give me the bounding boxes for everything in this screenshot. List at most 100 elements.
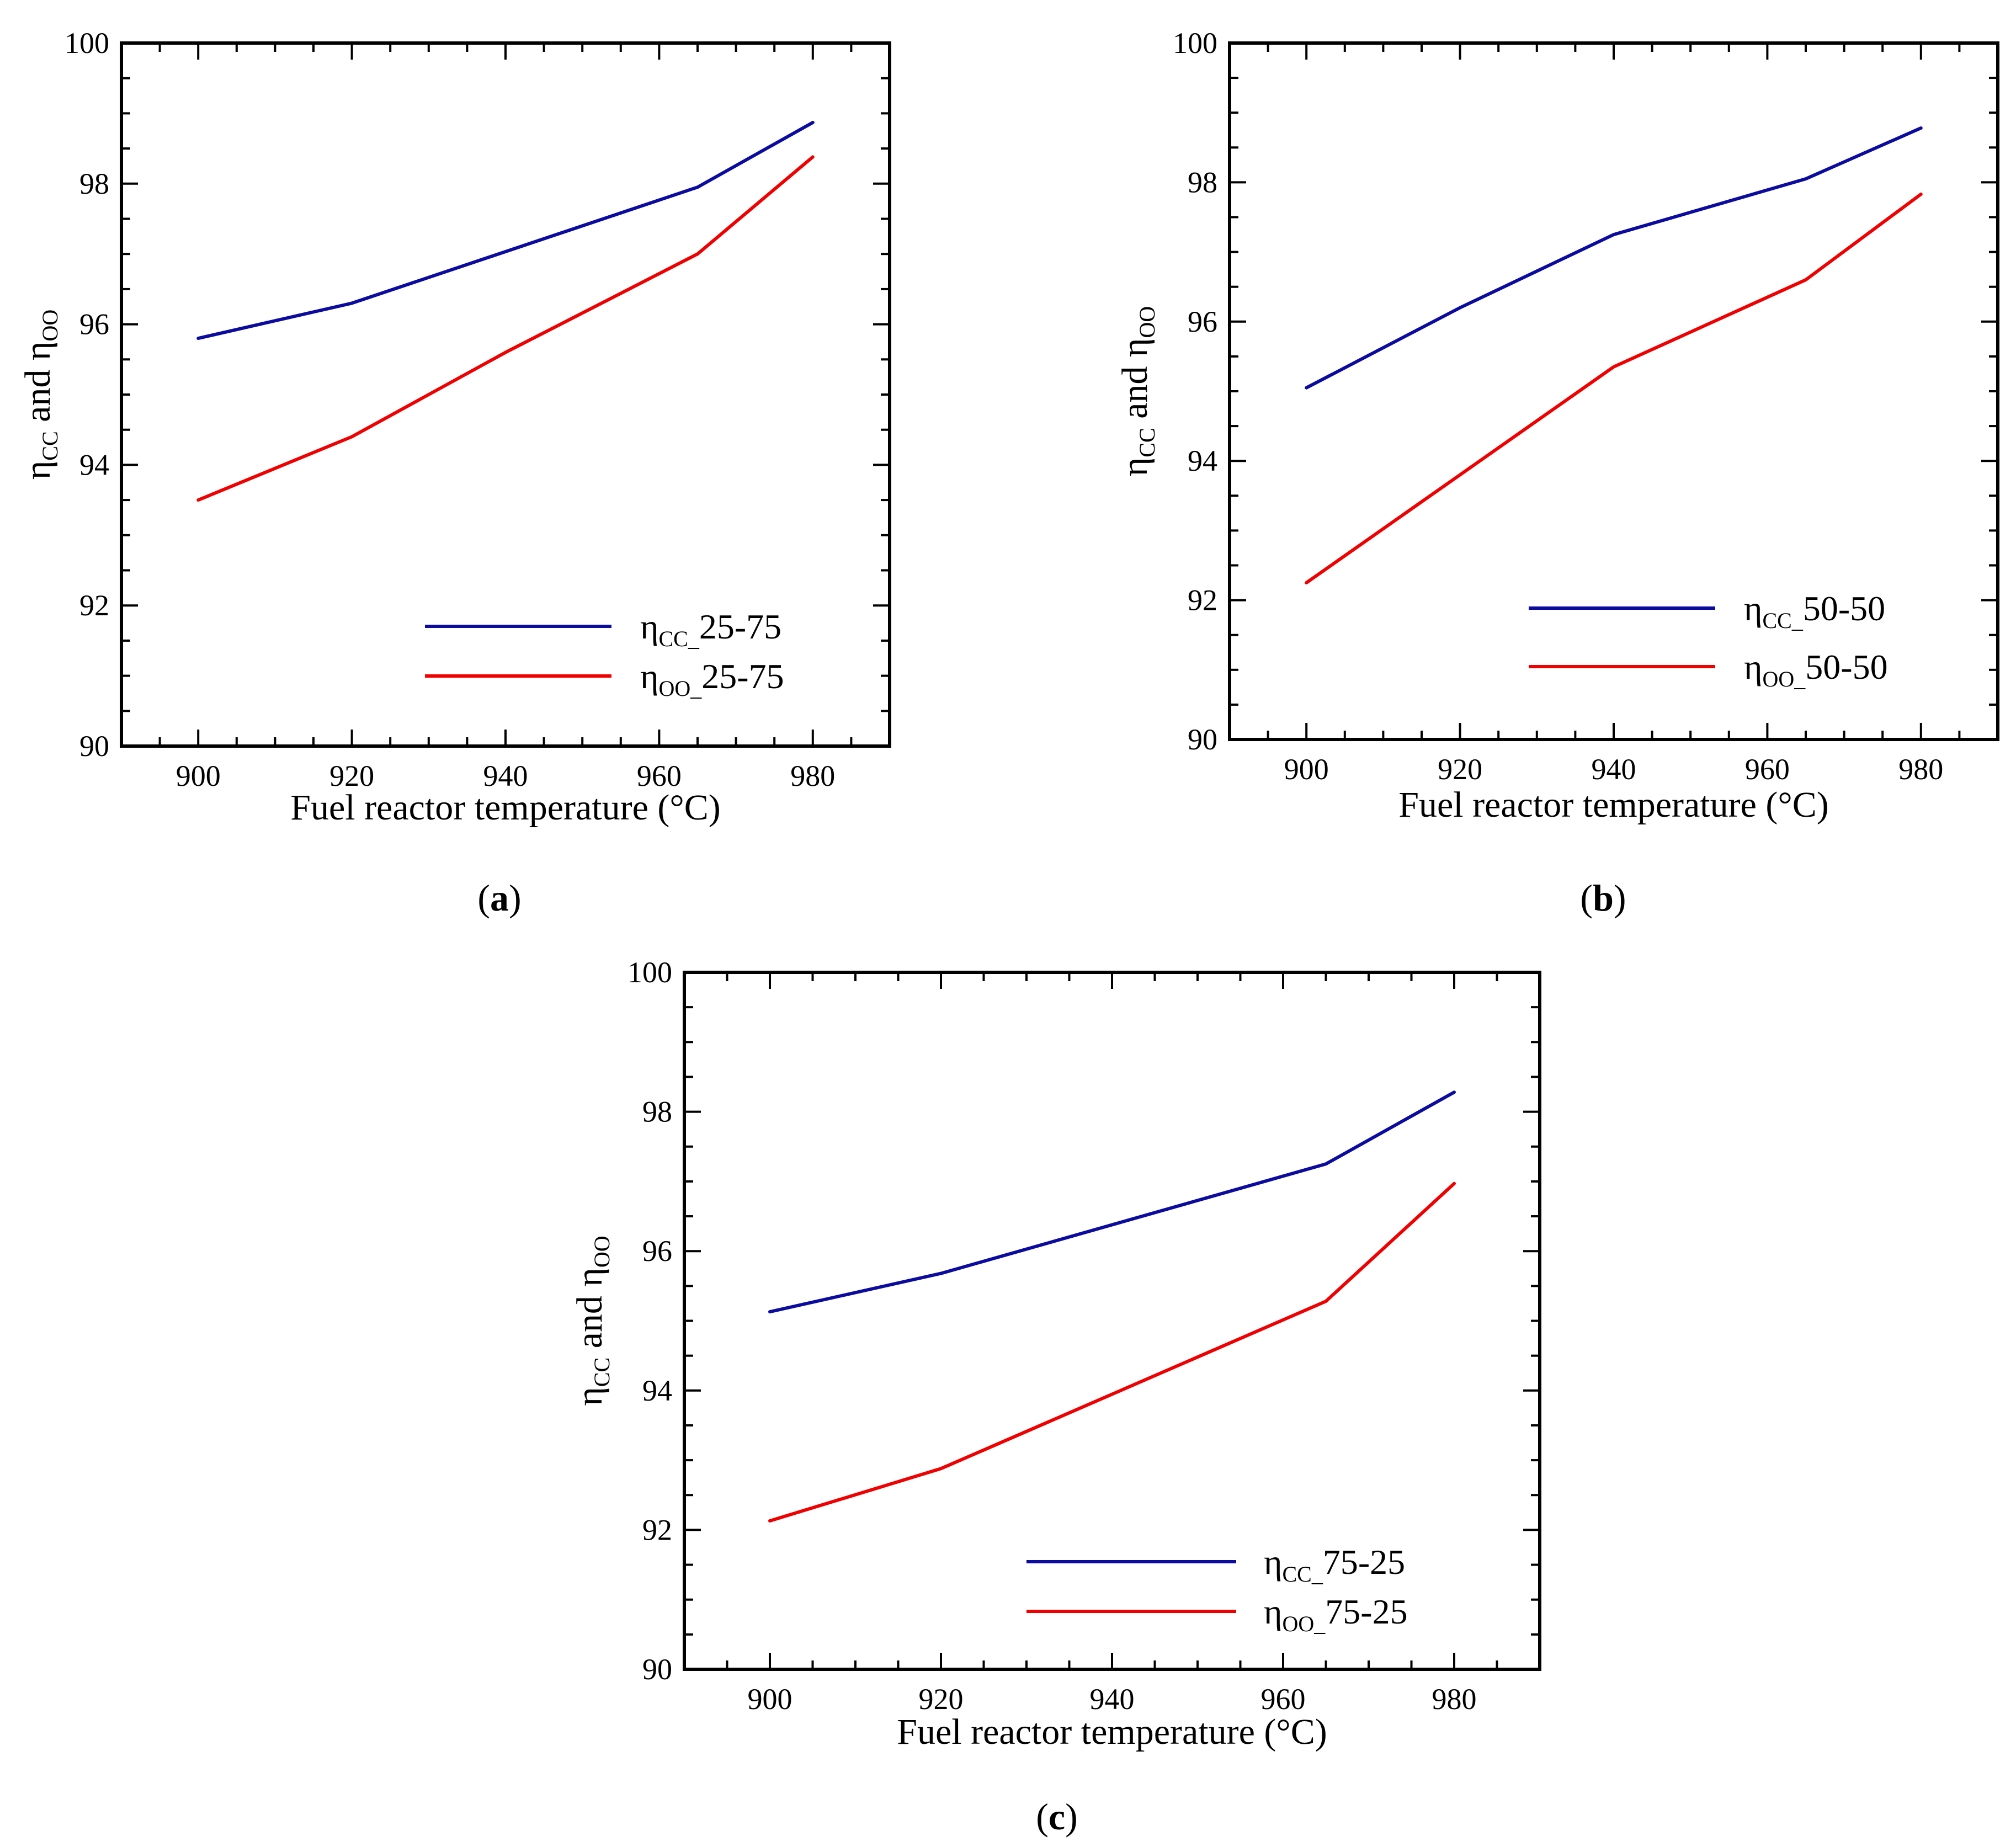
x-tick-label: 940 bbox=[1592, 753, 1636, 786]
plot-frame bbox=[1228, 41, 1999, 741]
legend-label: ηOO_50-50 bbox=[1744, 647, 1888, 691]
series-line-50-50-0 bbox=[1305, 126, 1923, 390]
y-tick-label: 100 bbox=[65, 26, 109, 60]
y-title-sub-cc: CC bbox=[589, 1358, 614, 1387]
legend-label: ηOO_75-25 bbox=[1264, 1592, 1408, 1636]
y-axis-title: ηCC and ηOO bbox=[18, 310, 62, 480]
legend-subscript: CC_ bbox=[1282, 1562, 1323, 1587]
series-line-50-50-1 bbox=[1305, 192, 1923, 584]
x-tick-label: 900 bbox=[176, 759, 221, 792]
y-tick-label: 94 bbox=[79, 448, 109, 481]
y-tick-label: 90 bbox=[642, 1653, 672, 1686]
legend-eta: η bbox=[1264, 1592, 1282, 1631]
legend-suffix: 25-75 bbox=[699, 607, 781, 646]
y-tick-label: 90 bbox=[79, 730, 109, 763]
chart-panel-b: 900 920 940 960 9809092949698100ηCC_50-50ηOO… bbox=[1115, 26, 1999, 919]
panel-paren-close: ) bbox=[1065, 1796, 1078, 1838]
x-tick-label: 980 bbox=[1432, 1683, 1477, 1716]
y-tick-label: 96 bbox=[79, 308, 109, 341]
legend-subscript: CC_ bbox=[658, 626, 699, 651]
series-line-25-75-0 bbox=[196, 121, 815, 340]
plot-frame bbox=[683, 971, 1541, 1671]
legend-eta: η bbox=[640, 657, 658, 696]
legend-item: ηOO_75-25 bbox=[1026, 1592, 1408, 1636]
x-tick-label: 960 bbox=[1745, 753, 1790, 786]
y-tick-label: 98 bbox=[1188, 166, 1217, 199]
chart-panel-a: 900 920 940 960 9809092949698100ηCC_25-75ηOO… bbox=[18, 26, 891, 919]
panel-paren-open: ( bbox=[477, 877, 490, 919]
y-title-eta: η bbox=[1115, 457, 1155, 477]
legend-label: ηCC_75-25 bbox=[1264, 1542, 1405, 1587]
panel-label: (c) bbox=[1036, 1796, 1078, 1838]
y-axis-title: ηCC and ηOO bbox=[1115, 306, 1159, 476]
panel-paren-open: ( bbox=[1036, 1796, 1049, 1838]
y-title-eta: η bbox=[18, 461, 58, 480]
legend-eta: η bbox=[640, 607, 658, 646]
panel-letter: a bbox=[490, 877, 509, 919]
x-tick-label: 980 bbox=[790, 759, 835, 792]
legend-suffix: 25-75 bbox=[701, 657, 784, 696]
x-axis-title: Fuel reactor temperature (°C) bbox=[1398, 785, 1829, 825]
y-title-sub-oo: OO bbox=[38, 310, 62, 342]
y-title-and: and bbox=[1115, 357, 1155, 428]
x-tick-label: 900 bbox=[748, 1683, 792, 1716]
legend-label: ηCC_50-50 bbox=[1744, 589, 1885, 633]
legend-subscript: OO_ bbox=[1282, 1611, 1326, 1636]
y-title-sub-oo: OO bbox=[1135, 306, 1159, 338]
legend-subscript: OO_ bbox=[658, 676, 702, 701]
y-axis-title: ηCC and ηOO bbox=[570, 1236, 614, 1406]
y-title-sub-oo: OO bbox=[589, 1236, 614, 1268]
y-title-and: and bbox=[570, 1287, 610, 1358]
series-line-75-25-0 bbox=[768, 1090, 1456, 1314]
y-tick-label: 98 bbox=[642, 1095, 672, 1129]
legend-subscript: CC_ bbox=[1762, 608, 1803, 633]
panel-paren-close: ) bbox=[509, 877, 522, 919]
y-title-eta: η bbox=[570, 1268, 610, 1287]
y-tick-label: 100 bbox=[627, 956, 672, 989]
y-tick-label: 94 bbox=[1188, 444, 1217, 477]
legend-eta: η bbox=[1744, 589, 1762, 628]
y-title-eta: η bbox=[570, 1387, 610, 1406]
panel-paren-close: ) bbox=[1614, 877, 1626, 919]
y-title-eta: η bbox=[1115, 338, 1155, 358]
panel-paren-open: ( bbox=[1580, 877, 1593, 919]
x-tick-label: 920 bbox=[329, 759, 374, 792]
y-tick-label: 92 bbox=[1188, 584, 1217, 617]
legend-item: ηOO_50-50 bbox=[1529, 647, 1888, 691]
x-tick-label: 940 bbox=[1090, 1683, 1135, 1716]
legend-item: ηCC_25-75 bbox=[425, 607, 781, 651]
legend-item: ηCC_50-50 bbox=[1529, 589, 1885, 633]
x-axis-title: Fuel reactor temperature (°C) bbox=[897, 1712, 1327, 1752]
legend-label: ηOO_25-75 bbox=[640, 657, 784, 701]
x-tick-label: 980 bbox=[1898, 753, 1943, 786]
y-tick-label: 98 bbox=[79, 167, 109, 200]
x-tick-label: 960 bbox=[637, 759, 682, 792]
panel-letter: b bbox=[1593, 877, 1614, 919]
x-tick-label: 900 bbox=[1284, 753, 1329, 786]
y-tick-label: 90 bbox=[1188, 723, 1217, 756]
series-line-25-75-1 bbox=[196, 155, 815, 502]
panel-label: (b) bbox=[1580, 877, 1626, 919]
x-tick-label: 960 bbox=[1261, 1683, 1306, 1716]
legend-item: ηCC_75-25 bbox=[1026, 1542, 1405, 1587]
legend-suffix: 75-25 bbox=[1323, 1542, 1405, 1582]
legend-subscript: OO_ bbox=[1762, 667, 1806, 691]
x-tick-label: 920 bbox=[919, 1683, 964, 1716]
panel-label: (a) bbox=[477, 877, 521, 919]
y-tick-label: 92 bbox=[79, 589, 109, 622]
y-title-sub-cc: CC bbox=[1135, 428, 1159, 457]
legend-item: ηOO_25-75 bbox=[425, 657, 784, 701]
panel-letter: c bbox=[1049, 1796, 1065, 1838]
y-title-sub-cc: CC bbox=[38, 431, 62, 460]
y-title-eta: η bbox=[18, 342, 58, 361]
y-tick-label: 94 bbox=[642, 1374, 672, 1407]
x-tick-label: 920 bbox=[1438, 753, 1482, 786]
x-tick-label: 940 bbox=[483, 759, 528, 792]
legend-eta: η bbox=[1744, 647, 1762, 686]
y-title-and: and bbox=[18, 360, 58, 431]
series-line-75-25-1 bbox=[768, 1181, 1456, 1523]
legend-suffix: 50-50 bbox=[1805, 647, 1887, 686]
legend-label: ηCC_25-75 bbox=[640, 607, 781, 651]
legend-eta: η bbox=[1264, 1542, 1282, 1582]
